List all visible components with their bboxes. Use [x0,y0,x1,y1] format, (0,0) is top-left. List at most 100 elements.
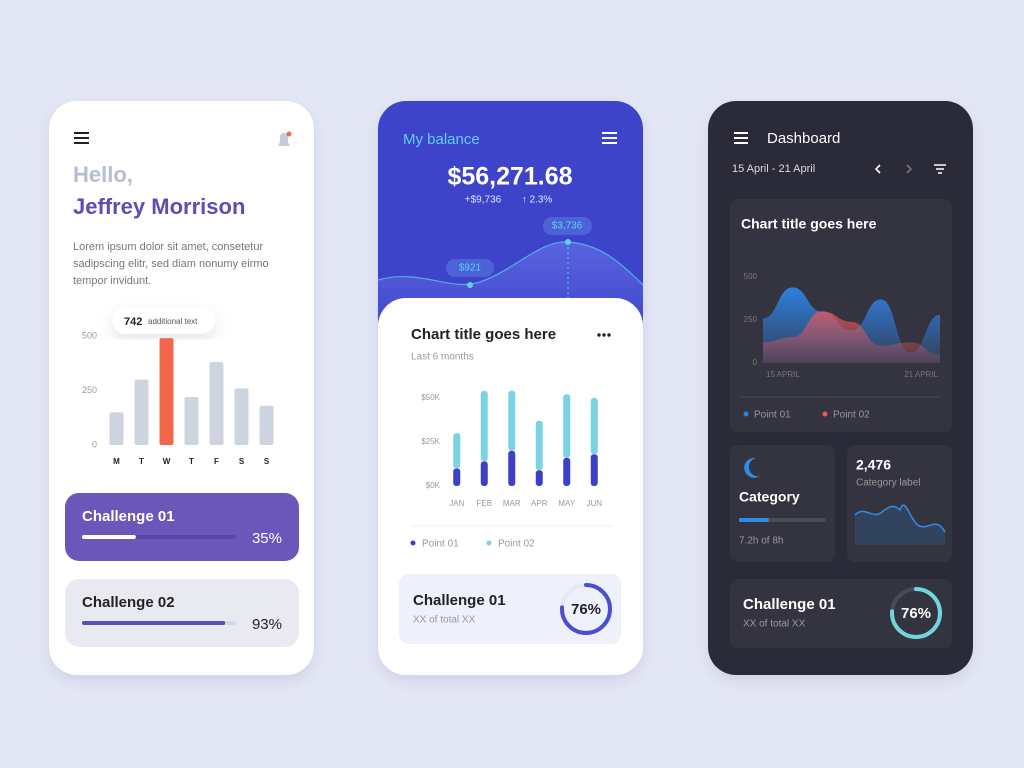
balance-point [565,239,571,245]
stat-value: 2,476 [856,457,891,473]
body-text: tempor invidunt. [73,275,151,287]
bar-segment [480,390,488,462]
challenge-percent: 76% [571,601,601,618]
chart-subtitle: Last 6 months [411,352,474,363]
more-icon[interactable] [597,333,611,337]
challenge-card[interactable] [399,574,621,644]
legend-marker [410,540,416,546]
date-range: 15 April - 21 April [732,163,815,175]
bell-icon[interactable] [278,131,292,147]
x-tick-label: JUN [586,499,602,508]
y-tick-label: 0 [92,439,97,449]
balance-title: My balance [403,131,480,148]
x-tick-label: S [239,457,245,466]
x-tick-label: MAY [558,499,575,508]
bar-segment [508,390,516,451]
bar-segment [535,470,543,486]
bar-segment [453,433,461,469]
stat-card[interactable] [847,445,952,562]
balance-point-label: $3,736 [552,221,583,232]
bar-segment [563,457,571,486]
menu-icon[interactable] [734,132,748,144]
bar-segment [563,394,571,458]
bar [159,338,174,445]
prev-button[interactable] [874,164,881,174]
legend-label: Point 02 [833,410,870,421]
bar-segment [453,468,461,486]
legend-label: Point 01 [754,410,791,421]
balance-amount: $56,271.68 [447,163,572,191]
chart-title: Chart title goes here [741,216,877,232]
challenge-subtitle: XX of total XX [743,619,806,630]
sparkline [854,504,946,533]
next-button[interactable] [906,164,913,174]
x-tick-label: 21 APRIL [904,370,938,379]
bar [184,397,199,445]
y-tick-label: $50K [421,393,440,402]
x-tick-label: APR [531,499,548,508]
bar [234,388,249,445]
ring-progress [560,583,612,635]
y-tick-label: 0 [753,358,758,367]
y-tick-label: 250 [744,315,758,324]
body-text: Lorem ipsum dolor sit amet, consetetur [73,241,263,253]
y-tick-label: 500 [744,272,758,281]
x-tick-label: 15 APRIL [766,370,800,379]
x-tick-label: JAN [449,499,464,508]
sparkline-area [855,505,945,545]
y-tick-label: $25K [421,437,440,446]
bar-segment [480,461,488,486]
chart-title: Chart title goes here [411,326,556,343]
progress-fill [82,535,136,539]
body-text: sadipscing elitr, sed diam nonumy eirmo [73,258,269,270]
challenge-title: Challenge 01 [82,508,175,525]
x-tick-label: T [139,457,144,466]
menu-icon[interactable] [602,132,617,144]
greeting: Hello, [73,162,133,187]
category-title: Category [739,489,800,505]
balance-point-pill [446,259,494,277]
x-tick-label: FEB [476,499,492,508]
bar-segment [590,397,598,455]
tooltip-value: 742 [124,316,142,328]
bar-segment [508,450,516,486]
menu-icon[interactable] [74,132,89,144]
x-tick-label: T [189,457,194,466]
x-tick-label: MAR [503,499,521,508]
stat-label: Category label [856,478,920,489]
moon-icon [744,457,760,478]
balance-line [378,241,643,286]
ring-progress [890,587,942,639]
challenge-title: Challenge 01 [743,596,836,613]
category-caption: 7.2h of 8h [739,536,783,547]
bar-segment [590,454,598,486]
challenge-title: Challenge 02 [82,594,175,611]
y-tick-label: 250 [82,385,97,395]
challenge-card[interactable] [65,493,299,561]
balance-change: +$9,736 [465,195,502,206]
chart-card [730,199,952,432]
challenge-title: Challenge 01 [413,592,506,609]
legend-label: Point 01 [422,539,459,550]
filter-button[interactable] [934,164,946,174]
bar [209,362,224,445]
bar [134,379,149,445]
x-tick-label: S [264,457,270,466]
legend-marker [822,411,828,417]
challenge-subtitle: XX of total XX [413,615,476,626]
category-card[interactable] [730,445,835,562]
y-tick-label: 500 [82,330,97,340]
area [763,311,940,363]
legend-marker [486,540,492,546]
x-tick-label: W [163,457,171,466]
progress-fill [739,518,769,522]
challenge-card[interactable] [65,579,299,647]
challenge-percent: 93% [252,616,282,633]
bar [109,412,124,445]
bar [259,405,274,445]
x-tick-label: F [214,457,219,466]
legend-marker [743,411,749,417]
x-tick-label: M [113,457,120,466]
user-name: Jeffrey Morrison [73,194,245,219]
